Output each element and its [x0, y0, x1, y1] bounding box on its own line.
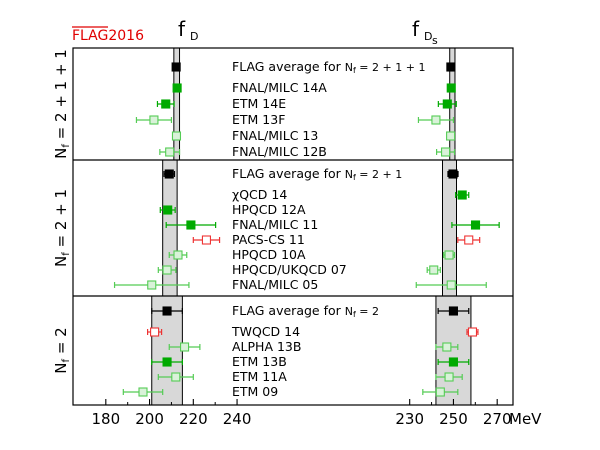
- row-label: FLAG average for Nf = 2: [232, 303, 379, 319]
- data-point-right: [442, 99, 452, 109]
- data-point-right: [446, 62, 456, 72]
- title-fd: f: [178, 17, 186, 41]
- row-label: TWQCD 14: [231, 324, 300, 339]
- data-point-right: [448, 357, 458, 367]
- band-fd-1: [162, 159, 178, 297]
- data-point-left: [201, 235, 211, 245]
- data-point-left: [163, 205, 173, 215]
- title-fd-sub: D: [190, 30, 198, 43]
- row-label: HPQCD 10A: [232, 247, 306, 262]
- data-point-left: [173, 250, 183, 260]
- data-point-left: [171, 131, 182, 141]
- row-labels: Nf = 2 + 1 + 1 FLAG average for Nf = 2 + …: [52, 49, 425, 399]
- fd-tick-label: 240: [223, 410, 252, 428]
- row-label: PACS-CS 11: [232, 232, 305, 247]
- data-point-left: [172, 83, 182, 93]
- row-label: FNAL/MILC 14A: [232, 80, 327, 95]
- title-fds: f: [412, 17, 420, 41]
- fds-tick-label: 250: [439, 410, 468, 428]
- data-point-left: [165, 147, 175, 157]
- fd-tick-label: 200: [135, 410, 164, 428]
- data-points: [113, 62, 500, 397]
- data-point-right: [431, 115, 441, 125]
- row-label: HPQCD 12A: [232, 202, 306, 217]
- data-point-right: [444, 250, 454, 260]
- group-label: Nf = 2 + 1 + 1: [52, 49, 72, 159]
- row-label: FLAG average for Nf = 2 + 1 + 1: [232, 59, 425, 75]
- data-point-left: [150, 327, 160, 337]
- data-point-right: [441, 147, 451, 157]
- flag-logo: FLAG2016: [72, 28, 144, 44]
- fds-tick-label: 230: [395, 410, 424, 428]
- unit-label: MeV: [509, 410, 542, 428]
- data-point-left: [161, 99, 171, 109]
- fd-tick-label: 180: [91, 410, 120, 428]
- data-point-right: [457, 190, 467, 200]
- data-point-right: [446, 83, 456, 93]
- row-label: ETM 11A: [232, 369, 287, 384]
- data-point-right: [429, 265, 439, 275]
- fds-tick-label: 270: [483, 410, 512, 428]
- data-point-right: [464, 235, 474, 245]
- row-label: ETM 13F: [232, 112, 285, 127]
- frame-border: [72, 47, 514, 406]
- title-fds-subsub: s: [432, 34, 438, 47]
- data-point-left: [180, 342, 190, 352]
- band-fds-1: [442, 159, 457, 297]
- data-point-left: [171, 62, 181, 72]
- data-point-left: [162, 265, 172, 275]
- row-label: FNAL/MILC 11: [232, 217, 318, 232]
- data-point-left: [164, 169, 174, 179]
- data-point-left: [138, 387, 148, 397]
- data-point-left: [171, 372, 181, 382]
- group-label: Nf = 2: [52, 327, 72, 373]
- group-label: Nf = 2 + 1: [52, 189, 72, 267]
- row-label: ETM 13B: [232, 354, 287, 369]
- row-label: FNAL/MILC 13: [232, 128, 318, 143]
- row-label: ETM 14E: [232, 96, 286, 111]
- data-point-right: [446, 280, 456, 290]
- row-label: ETM 09: [232, 384, 278, 399]
- data-point-right: [467, 327, 478, 337]
- plot-frame: [72, 47, 514, 406]
- row-label: χQCD 14: [232, 187, 287, 202]
- data-point-left: [162, 306, 172, 316]
- data-point-right: [444, 372, 454, 382]
- row-label: FLAG average for Nf = 2 + 1: [232, 166, 402, 182]
- row-label: FNAL/MILC 05: [232, 277, 318, 292]
- data-point-right: [446, 131, 456, 141]
- row-label: FNAL/MILC 12B: [232, 144, 327, 159]
- data-point-right: [470, 220, 481, 230]
- title-fds-sub: D: [424, 30, 432, 43]
- row-label: HPQCD/UKQCD 07: [232, 262, 347, 277]
- data-point-right: [448, 306, 458, 316]
- data-point-left: [149, 115, 159, 125]
- fd-tick-label: 220: [179, 410, 208, 428]
- data-point-right: [435, 387, 445, 397]
- data-point-left: [162, 357, 172, 367]
- data-point-right: [448, 169, 458, 179]
- data-point-right: [442, 342, 452, 352]
- row-label: ALPHA 13B: [232, 339, 301, 354]
- data-point-left: [186, 220, 196, 230]
- data-point-left: [147, 280, 157, 290]
